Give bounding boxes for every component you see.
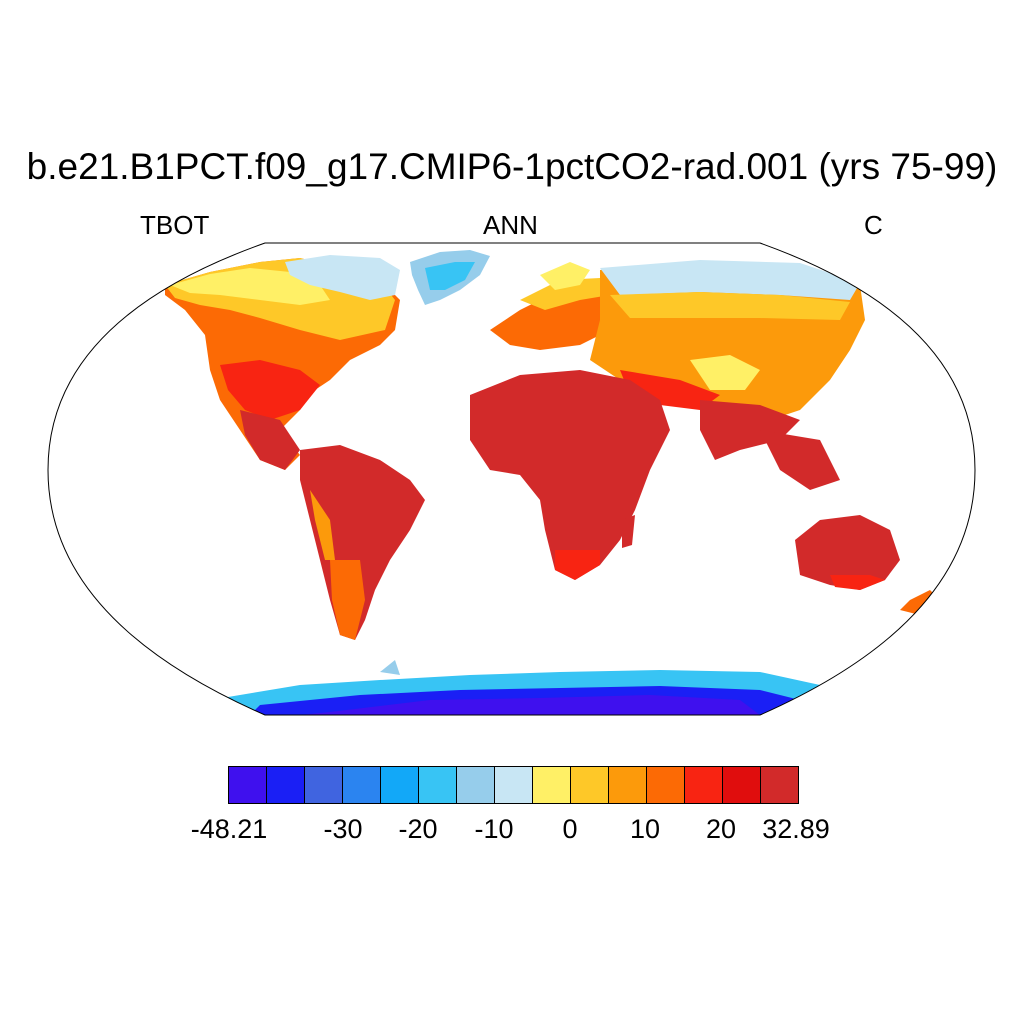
colorbar-swatch	[456, 766, 495, 804]
colorbar-swatch	[304, 766, 343, 804]
colorbar-tick-label: -30	[323, 814, 363, 844]
colorbar-tick-label: -10	[474, 814, 514, 844]
map-title: b.e21.B1PCT.f09_g17.CMIP6-1pctCO2-rad.00…	[26, 146, 998, 187]
continents	[165, 250, 940, 715]
africa-region	[470, 370, 670, 580]
colorbar	[228, 766, 799, 806]
colorbar-swatch	[342, 766, 381, 804]
colorbar-swatch	[266, 766, 305, 804]
colorbar-swatch	[418, 766, 457, 804]
australia-region	[795, 515, 900, 590]
variable-label: TBOT	[140, 210, 210, 240]
colorbar-swatch	[494, 766, 533, 804]
colorbar-swatch	[570, 766, 609, 804]
colorbar-tick-label: -20	[398, 814, 438, 844]
south-america-region	[300, 445, 425, 640]
colorbar-swatch	[532, 766, 571, 804]
europe-region	[490, 285, 620, 350]
season-label: ANN	[483, 210, 538, 240]
globe-outline	[47, 242, 976, 716]
units-label: C	[864, 210, 883, 240]
colorbar-swatch	[380, 766, 419, 804]
colorbar-swatch	[760, 766, 799, 804]
colorbar-tick-label: -48.21	[190, 814, 268, 844]
colorbar-swatch	[684, 766, 723, 804]
colorbar-tick-label: 20	[705, 814, 737, 844]
colorbar-tick-label: 10	[629, 814, 661, 844]
colorbar-swatch	[646, 766, 685, 804]
colorbar-tick-label: 32.89	[762, 814, 830, 844]
colorbar-swatch	[228, 766, 267, 804]
colorbar-swatch	[722, 766, 761, 804]
colorbar-tick-label: 0	[562, 814, 578, 844]
colorbar-swatch	[608, 766, 647, 804]
